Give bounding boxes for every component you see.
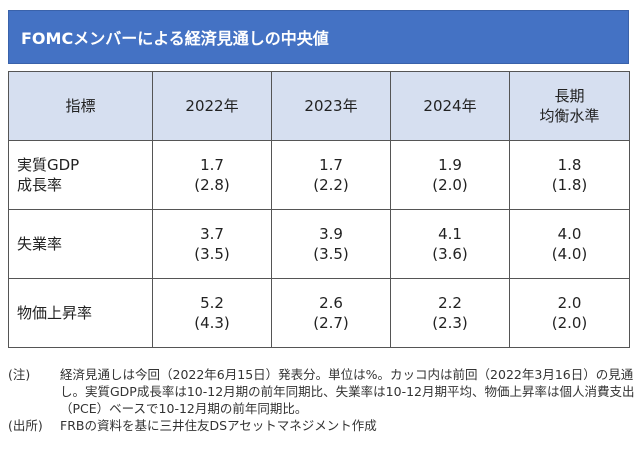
- current-forecast: 3.7: [200, 225, 224, 243]
- table-title: FOMCメンバーによる経済見通しの中央値: [8, 10, 629, 64]
- current-forecast: 4.0: [557, 225, 582, 243]
- current-forecast: 3.9: [319, 225, 343, 243]
- previous-forecast: (2.0): [432, 176, 468, 194]
- table-cell: 2.6 (2.7): [271, 278, 391, 348]
- table-cell: 1.9 (2.0): [390, 140, 510, 210]
- table-cell: 4.0 (4.0): [509, 209, 630, 279]
- source-line: (出所) FRBの資料を基に三井住友DSアセットマネジメント作成: [8, 417, 638, 434]
- table-cell: 5.2 (4.3): [152, 278, 272, 348]
- note-text: 経済見通しは今回（2022年6月15日）発表分。単位は%。カッコ内は前回（202…: [60, 367, 635, 416]
- table-cell: 1.7 (2.2): [271, 140, 391, 210]
- current-forecast: 2.6: [319, 294, 343, 312]
- note-line: (注) 経済見通しは今回（2022年6月15日）発表分。単位は%。カッコ内は前回…: [8, 366, 638, 417]
- economic-outlook-table: 指標 2022年 2023年 2024年 長期 均衡水準 実質GDP 成長率 1.…: [8, 71, 630, 348]
- table-cell: 1.8 (1.8): [509, 140, 630, 210]
- table-cell: 2.0 (2.0): [509, 278, 630, 348]
- table-row: 失業率 3.7 (3.5) 3.9 (3.5) 4.1 (3.6) 4.0 (4.0): [8, 209, 630, 279]
- current-forecast: 2.0: [557, 294, 582, 312]
- source-text: FRBの資料を基に三井住友DSアセットマネジメント作成: [60, 418, 377, 433]
- note-label: (注): [8, 367, 31, 382]
- source-label: (出所): [8, 418, 43, 433]
- current-forecast: 1.9: [438, 156, 462, 174]
- previous-forecast: (2.7): [313, 314, 349, 332]
- current-forecast: 4.1: [438, 225, 462, 243]
- table-row: 物価上昇率 5.2 (4.3) 2.6 (2.7) 2.2 (2.3) 2.0 (2.0): [8, 278, 630, 348]
- previous-forecast: (3.5): [313, 245, 349, 263]
- previous-forecast: (3.6): [432, 245, 468, 263]
- header-row: 指標 2022年 2023年 2024年 長期 均衡水準: [8, 71, 630, 141]
- table-cell: 1.7 (2.8): [152, 140, 272, 210]
- previous-forecast: (2.8): [194, 176, 230, 194]
- header-2022: 2022年: [152, 71, 272, 141]
- table-cell: 4.1 (3.6): [390, 209, 510, 279]
- current-forecast: 1.7: [319, 156, 343, 174]
- current-forecast: 1.7: [200, 156, 224, 174]
- previous-forecast: (2.0): [551, 314, 588, 332]
- current-forecast: 1.8: [557, 156, 582, 174]
- previous-forecast: (4.0): [551, 245, 588, 263]
- table-cell: 3.9 (3.5): [271, 209, 391, 279]
- previous-forecast: (2.3): [432, 314, 468, 332]
- row-label: 実質GDP 成長率: [8, 140, 153, 210]
- table-row: 実質GDP 成長率 1.7 (2.8) 1.7 (2.2) 1.9 (2.0) 1.8 (1.8…: [8, 140, 630, 210]
- row-label: 失業率: [8, 209, 153, 279]
- header-2023: 2023年: [271, 71, 391, 141]
- table-cell: 3.7 (3.5): [152, 209, 272, 279]
- header-longrun: 長期 均衡水準: [509, 71, 630, 141]
- table-cell: 2.2 (2.3): [390, 278, 510, 348]
- previous-forecast: (1.8): [551, 176, 588, 194]
- previous-forecast: (3.5): [194, 245, 230, 263]
- current-forecast: 2.2: [438, 294, 462, 312]
- current-forecast: 5.2: [200, 294, 224, 312]
- row-label: 物価上昇率: [8, 278, 153, 348]
- header-2024: 2024年: [390, 71, 510, 141]
- previous-forecast: (4.3): [194, 314, 230, 332]
- previous-forecast: (2.2): [313, 176, 349, 194]
- footnotes: (注) 経済見通しは今回（2022年6月15日）発表分。単位は%。カッコ内は前回…: [8, 366, 638, 434]
- header-indicator: 指標: [8, 71, 153, 141]
